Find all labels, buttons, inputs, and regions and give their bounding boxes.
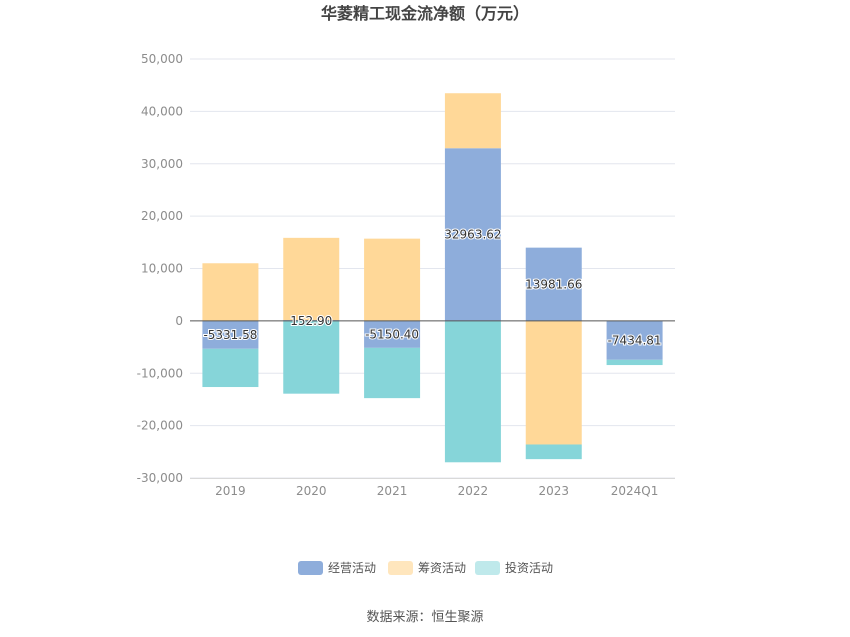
x-tick-label: 2019 xyxy=(215,484,246,498)
grid-lines xyxy=(190,58,675,479)
x-tick-label: 2021 xyxy=(377,484,408,498)
y-tick-label: -20,000 xyxy=(137,419,183,433)
data-label: 152.90 xyxy=(290,314,332,328)
data-label: 13981.66 xyxy=(525,277,582,291)
bar-segment xyxy=(283,320,340,394)
bar-segment xyxy=(525,320,582,445)
data-label: -5150.40 xyxy=(365,327,419,341)
bars xyxy=(202,93,663,463)
bar-segment xyxy=(444,148,501,321)
bar-segment xyxy=(202,320,259,349)
bar-segment xyxy=(364,238,421,321)
x-tick-label: 2023 xyxy=(538,484,569,498)
legend-swatch[interactable] xyxy=(298,561,323,575)
legend-swatch[interactable] xyxy=(475,561,500,575)
bar-segment xyxy=(606,359,663,366)
bar-segment xyxy=(364,320,421,348)
y-tick-label: 40,000 xyxy=(141,104,183,118)
bar-segment xyxy=(202,263,259,321)
bar-segment xyxy=(283,237,340,321)
x-tick-label: 2022 xyxy=(458,484,489,498)
y-axis: -30,000 -20,000 -10,000 0 10,000 20,000 30,000… xyxy=(137,52,183,485)
data-label: 32963.62 xyxy=(444,228,501,242)
y-tick-label: 30,000 xyxy=(141,157,183,171)
data-labels: -5331.58 152.90 -5150.40 32963.62 13981.66 -7… xyxy=(202,227,662,349)
bar-segment xyxy=(525,444,582,460)
x-axis: 2019 2020 2021 2022 2023 2024Q1 xyxy=(190,478,675,498)
legend-label[interactable]: 投资活动 xyxy=(505,560,553,575)
bar-segment xyxy=(364,347,421,399)
data-label: -7434.81 xyxy=(608,333,662,347)
bar-segment xyxy=(444,93,501,149)
legend-label[interactable]: 经营活动 xyxy=(328,561,376,575)
legend-label[interactable]: 筹资活动 xyxy=(418,561,466,575)
legend-swatch[interactable] xyxy=(388,561,413,575)
x-tick-label: 2024Q1 xyxy=(611,484,659,498)
chart-title: 华菱精工现金流净额（万元） xyxy=(321,4,529,23)
y-tick-label: 10,000 xyxy=(141,262,183,276)
bar-segment xyxy=(606,320,663,360)
bar-segment xyxy=(202,348,259,388)
data-label: -5331.58 xyxy=(203,328,257,342)
y-tick-label: 20,000 xyxy=(141,209,183,223)
bar-segment xyxy=(444,320,501,463)
legend: 经营活动 筹资活动 投资活动 xyxy=(298,560,553,575)
y-tick-label: -10,000 xyxy=(137,366,183,380)
y-tick-label: -30,000 xyxy=(137,471,183,485)
source-note: 数据来源：恒生聚源 xyxy=(366,610,483,625)
bar-segment xyxy=(525,247,582,321)
x-tick-label: 2020 xyxy=(296,484,327,498)
y-tick-label: 50,000 xyxy=(141,52,183,66)
y-tick-label: 0 xyxy=(175,314,183,328)
